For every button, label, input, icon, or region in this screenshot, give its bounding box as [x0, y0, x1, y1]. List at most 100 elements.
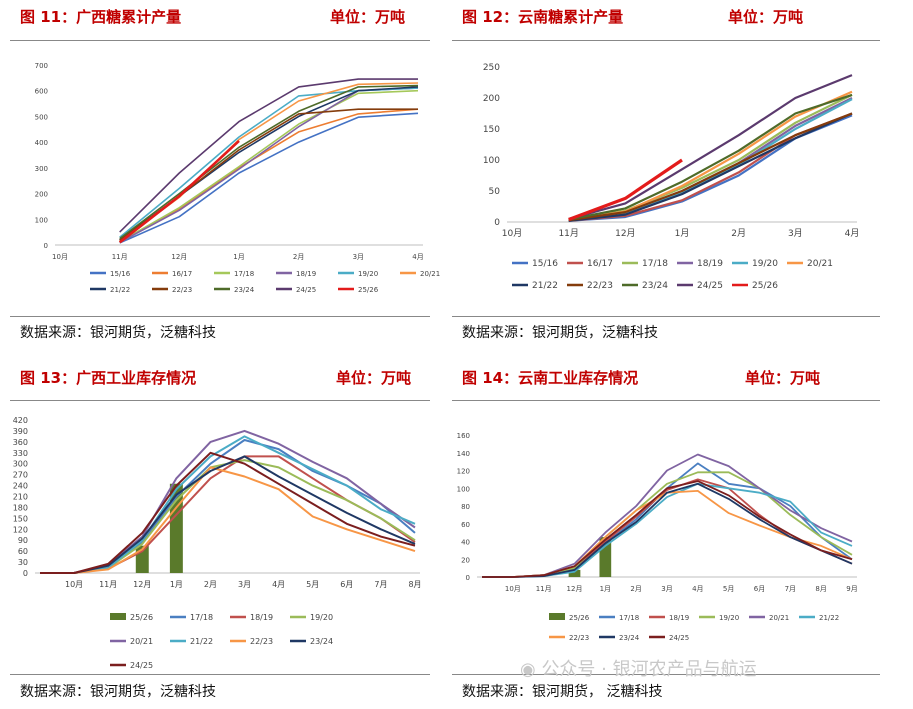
y-tick-label: 50 [489, 187, 501, 197]
legend-item-20/21: 20/21 [787, 259, 833, 269]
legend-label: 18/19 [669, 614, 689, 622]
y-tick-label: 250 [483, 63, 500, 73]
legend-item-24/25: 24/25 [276, 286, 316, 294]
legend-item-19/20: 19/20 [290, 613, 333, 622]
legend-label: 22/23 [250, 637, 273, 646]
series-line-22/23 [40, 466, 416, 574]
legend-label: 18/19 [697, 259, 723, 269]
legend-item-18/19: 18/19 [677, 259, 723, 269]
legend-item-15/16: 15/16 [90, 270, 131, 278]
y-tick-label: 30 [18, 558, 28, 567]
legend-item-22/23: 22/23 [567, 281, 613, 291]
y-tick-label: 240 [13, 482, 28, 491]
y-tick-label: 200 [35, 191, 48, 199]
series-line-18/19 [482, 478, 853, 578]
y-tick-label: 600 [35, 88, 48, 96]
y-tick-label: 500 [35, 113, 48, 121]
y-tick-label: 160 [457, 432, 470, 440]
series-line-22/23 [482, 490, 853, 578]
x-tick-label: 2月 [204, 580, 217, 589]
legend-label: 16/17 [172, 270, 192, 278]
legend-label: 15/16 [110, 270, 131, 278]
legend-label: 21/22 [190, 637, 213, 646]
legend-item-25/26: 25/26 [549, 613, 590, 622]
title-rule-11 [10, 40, 430, 41]
legend-item-17/18: 17/18 [170, 613, 213, 622]
legend-label: 19/20 [358, 270, 378, 278]
series-line-19/20 [40, 459, 416, 574]
legend-item-24/25: 24/25 [677, 281, 723, 291]
series-line-24/25 [482, 480, 853, 578]
series-line-25/26 [118, 139, 240, 244]
legend-label: 18/19 [296, 270, 316, 278]
legend-item-23/24: 23/24 [622, 281, 668, 291]
legend-label: 17/18 [190, 613, 213, 622]
y-tick-label: 330 [13, 449, 28, 458]
x-tick-label: 10月 [65, 580, 83, 589]
y-tick-label: 80 [461, 503, 470, 511]
x-tick-label: 11月 [558, 228, 578, 239]
legend-label: 24/25 [296, 286, 316, 294]
series-line-20/21 [482, 453, 853, 578]
x-tick-label: 5月 [306, 580, 319, 589]
y-tick-label: 150 [483, 125, 500, 135]
y-tick-label: 140 [457, 450, 470, 458]
legend-item-21/22: 21/22 [512, 281, 558, 291]
series-line-17/18 [119, 89, 419, 243]
title-rule-14 [452, 400, 880, 401]
legend-item-23/24: 23/24 [290, 637, 333, 646]
x-tick-label: 3月 [238, 580, 251, 589]
legend-item-20/21: 20/21 [749, 614, 789, 622]
wechat-icon: ◉ [520, 659, 542, 680]
legend-label: 23/24 [310, 637, 333, 646]
legend-label: 25/26 [752, 281, 778, 291]
legend-item-23/24: 23/24 [599, 634, 640, 642]
series-line-21/22 [482, 482, 853, 578]
y-tick-label: 0 [466, 574, 470, 582]
y-tick-label: 100 [457, 485, 470, 493]
legend-item-20/21: 20/21 [400, 270, 440, 278]
x-tick-label: 3月 [788, 228, 803, 239]
y-tick-label: 120 [457, 468, 470, 476]
x-tick-label: 12月 [615, 228, 635, 239]
y-tick-label: 40 [461, 539, 470, 547]
y-tick-label: 200 [483, 94, 500, 104]
x-tick-label: 6月 [340, 580, 353, 589]
legend-item-25/26: 25/26 [110, 613, 153, 622]
x-tick-label: 1月 [600, 585, 611, 593]
chart-unit-11: 单位：万吨 [330, 8, 406, 26]
x-tick-label: 12月 [133, 580, 151, 589]
legend-label: 17/18 [619, 614, 639, 622]
x-tick-label: 10月 [52, 253, 68, 261]
series-line-16/17 [119, 108, 419, 244]
legend-item-24/25: 24/25 [649, 634, 689, 642]
series-line-23/24 [40, 455, 416, 574]
series-line-23/24 [119, 84, 419, 240]
y-tick-label: 420 [13, 416, 28, 425]
y-tick-label: 0 [23, 569, 28, 578]
legend-label: 23/24 [642, 281, 668, 291]
source-note-14: 数据来源：银河期货， 泛糖科技 [462, 684, 663, 700]
legend-label: 16/17 [587, 259, 613, 269]
legend-item-22/23: 22/23 [152, 286, 192, 294]
series-line-18/19 [119, 87, 419, 244]
x-tick-label: 12月 [171, 253, 187, 261]
source-rule-13 [10, 674, 430, 675]
legend-item-19/20: 19/20 [338, 270, 378, 278]
legend-item-18/19: 18/19 [276, 270, 316, 278]
legend-label: 25/26 [569, 614, 590, 622]
legend-label: 19/20 [752, 259, 778, 269]
series-line-23/24 [568, 93, 853, 221]
x-tick-label: 4月 [845, 228, 860, 239]
legend-item-21/22: 21/22 [90, 286, 130, 294]
series-line-19/20 [119, 87, 419, 238]
x-tick-label: 8月 [408, 580, 421, 589]
x-tick-label: 12月 [567, 585, 583, 593]
chart-unit-13: 单位：万吨 [336, 369, 412, 387]
legend-label: 22/23 [172, 286, 192, 294]
legend-label: 23/24 [619, 634, 640, 642]
x-tick-label: 8月 [815, 585, 826, 593]
legend-item-18/19: 18/19 [649, 614, 689, 622]
y-tick-label: 60 [18, 547, 28, 556]
